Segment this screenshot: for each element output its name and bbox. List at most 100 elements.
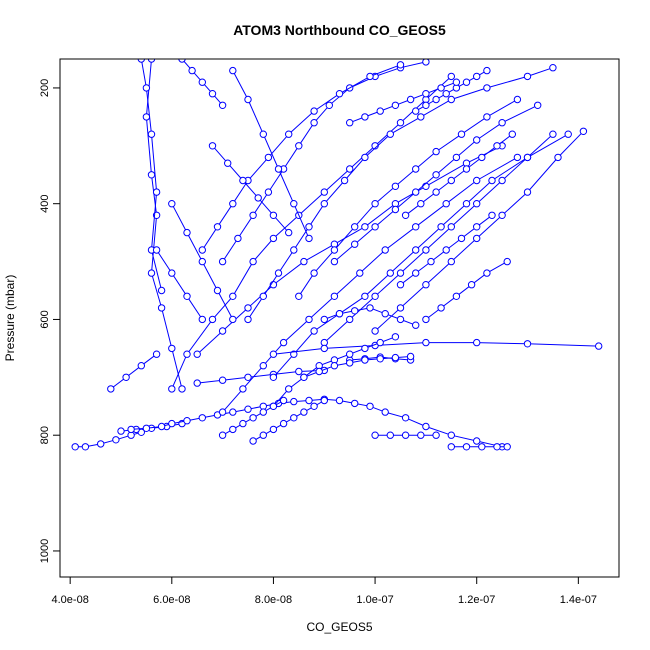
data-point [147,171,156,179]
data-point [346,165,354,173]
data-point [285,130,293,138]
data-point [198,246,207,254]
data-point [305,234,313,243]
data-point [488,176,496,185]
series-25 [152,246,207,324]
y-axis: 200 400 600 800 1000 [39,79,61,563]
data-point [178,385,186,393]
data-point [452,153,461,162]
data-point [259,292,267,300]
data-point [244,95,252,104]
y-tick-label: 200 [39,79,51,97]
data-point [229,292,237,300]
data-point [142,424,151,432]
data-point [305,315,313,324]
data-point [447,72,455,81]
data-point [127,425,135,434]
data-point [447,431,455,439]
data-point [152,350,161,358]
data-point [218,257,227,266]
data-point [381,408,389,416]
x-tick-label: 6.0e-08 [153,594,190,606]
data-point [457,130,466,138]
data-point [412,269,420,277]
series-2 [127,395,506,451]
data-point [371,200,379,208]
series-16 [218,59,430,266]
data-point [269,373,278,381]
data-point [396,61,405,69]
data-point [412,107,420,115]
data-point [391,182,400,191]
data-point [483,84,491,92]
data-point [290,246,298,254]
data-point [412,246,420,254]
data-point [229,66,237,75]
data-point [346,350,354,358]
data-point [274,165,283,173]
data-point [290,414,298,422]
data-point [366,304,374,312]
data-point [325,101,333,110]
data-point [310,327,318,335]
data-point [152,188,161,196]
series-15 [269,338,603,358]
series-23 [229,66,313,243]
data-point [97,440,105,448]
x-tick-label: 1.2e-07 [458,594,495,606]
data-point [396,304,405,312]
series-8 [137,59,166,295]
data-point [239,419,247,428]
series-18 [244,64,557,324]
data-point [279,396,288,405]
data-point [478,443,486,451]
data-point [457,234,466,243]
data-point [320,315,328,324]
x-axis: 4.0e-08 6.0e-08 8.0e-08 1.0e-07 1.2e-07 1.4e-… [52,576,597,606]
data-point [208,90,217,98]
data-point [198,315,207,324]
data-point [198,257,207,266]
data-point [157,422,166,431]
data-point [523,153,532,162]
data-point [285,385,293,393]
data-point [168,200,176,208]
data-point [412,321,420,329]
data-point [351,399,359,408]
data-point [503,257,511,266]
series-20 [330,101,542,266]
data-point [137,362,146,370]
data-point [564,130,572,138]
series-17 [198,61,405,254]
data-point [269,234,278,243]
data-point [117,427,125,435]
data-point [142,113,151,121]
data-point [473,223,481,231]
data-point [335,310,344,318]
series-29 [320,304,420,329]
data-point [249,414,257,422]
series-28 [300,352,415,381]
data-point [346,359,354,367]
data-point [401,211,410,220]
x-tick-label: 1.0e-07 [356,594,393,606]
data-point [386,431,394,439]
data-point [361,153,369,162]
data-point [513,153,522,162]
x-tick-label: 8.0e-08 [255,594,292,606]
x-tick-label: 1.4e-07 [560,594,597,606]
data-point [462,443,471,451]
data-point [478,153,486,162]
series-6 [371,431,440,439]
data-point [462,78,471,86]
data-point [554,153,562,162]
data-point [137,59,145,63]
data-point [417,431,425,439]
data-point [295,367,303,376]
data-point [498,211,506,220]
data-point [437,223,445,231]
data-point [549,130,557,138]
data-point [351,223,359,231]
data-point [229,200,237,208]
data-point [442,246,450,254]
